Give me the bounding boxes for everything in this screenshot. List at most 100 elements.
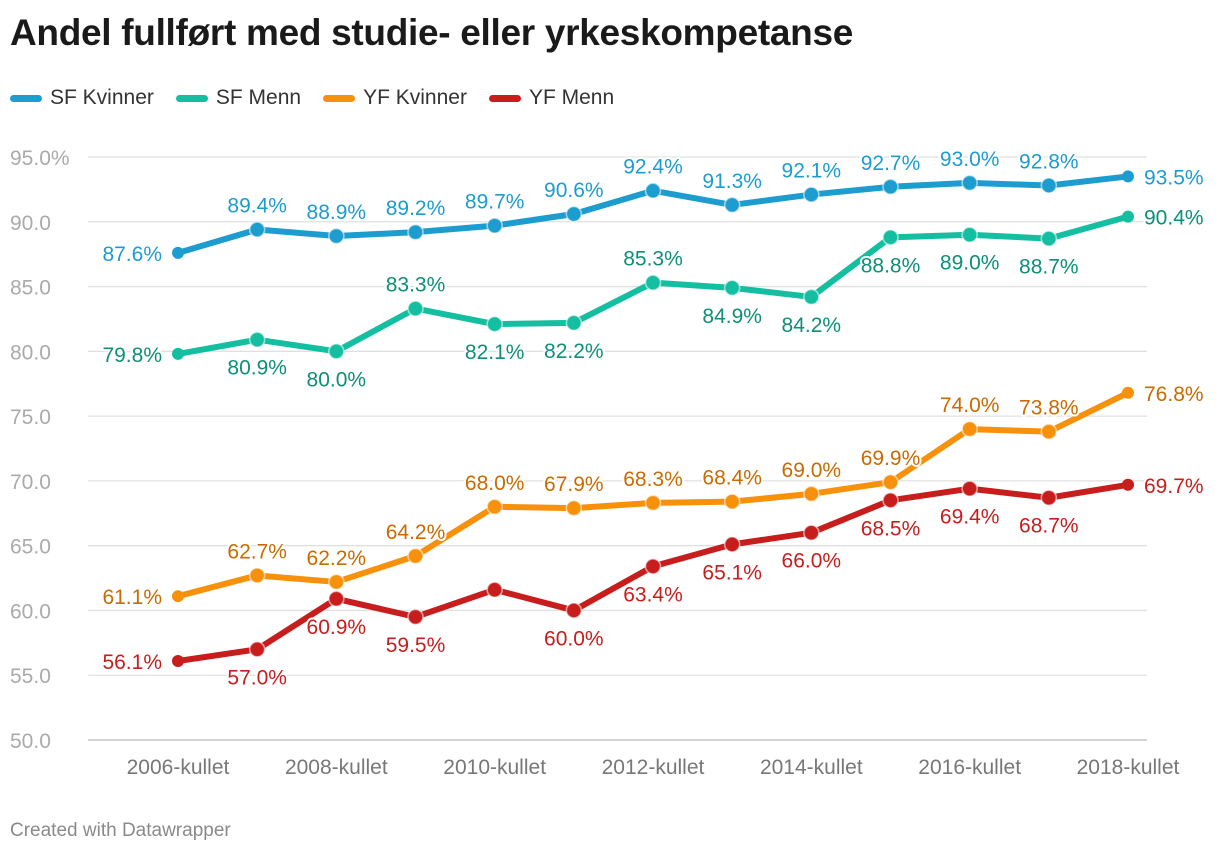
data-label: 92.4% (623, 156, 683, 179)
data-label: 79.8% (102, 344, 162, 367)
data-point (723, 536, 741, 553)
data-label: 74.0% (940, 394, 1000, 417)
y-tick-label: 85.0 (10, 277, 51, 300)
y-tick-label: 55.0 (10, 665, 51, 688)
data-label: 69.7% (1144, 475, 1204, 498)
data-label: 92.8% (1019, 151, 1079, 174)
data-point (172, 347, 184, 360)
data-label: 60.9% (307, 616, 367, 639)
legend: SF Kvinner SF Menn YF Kvinner YF Menn (10, 86, 614, 110)
y-tick-label: 95.0% (10, 147, 70, 170)
data-label: 68.4% (702, 467, 762, 490)
data-label: 88.7% (1019, 256, 1079, 279)
data-label: 88.9% (307, 201, 367, 224)
data-label: 57.0% (227, 666, 287, 689)
data-label: 68.0% (465, 472, 525, 495)
data-point (565, 314, 583, 332)
data-label: 59.5% (386, 634, 446, 657)
data-point (172, 654, 184, 667)
data-label: 76.8% (1144, 383, 1204, 406)
legend-label-yf-menn: YF Menn (528, 86, 615, 109)
data-label: 89.0% (940, 252, 1000, 275)
data-point (248, 331, 266, 348)
data-point (407, 300, 424, 317)
data-point (882, 473, 899, 491)
data-point (961, 174, 978, 192)
data-point (407, 547, 424, 565)
data-point (803, 524, 820, 542)
y-tick-label: 90.0 (10, 212, 51, 235)
x-tick-label: 2014-kullet (760, 756, 863, 779)
data-point (644, 494, 662, 512)
data-label: 62.2% (307, 547, 367, 570)
y-tick-label: 70.0 (10, 471, 51, 494)
data-point (644, 558, 662, 575)
data-point (328, 227, 345, 245)
data-point (1040, 177, 1058, 194)
data-label: 68.5% (861, 517, 921, 540)
data-point (803, 485, 820, 503)
data-point (882, 229, 899, 246)
data-point (1122, 210, 1134, 223)
legend-item-yf-kvinner: YF Kvinner (323, 86, 467, 110)
data-label: 66.0% (782, 550, 842, 573)
data-label: 69.9% (861, 447, 921, 470)
legend-item-yf-menn: YF Menn (488, 86, 615, 110)
data-point (486, 217, 503, 234)
data-point (328, 573, 345, 591)
data-point (723, 196, 741, 214)
legend-swatch-sf-kvinner (10, 94, 42, 102)
data-label: 69.0% (782, 459, 842, 482)
legend-label-sf-menn: SF Menn (215, 86, 302, 109)
data-label: 92.1% (782, 160, 842, 183)
data-label: 80.0% (307, 368, 367, 391)
data-point (1040, 423, 1058, 440)
data-point (172, 590, 184, 603)
y-tick-label: 60.0 (10, 600, 51, 623)
footer-credit: Created with Datawrapper (10, 820, 231, 841)
data-label: 89.2% (386, 197, 446, 220)
data-label: 73.8% (1019, 397, 1079, 420)
data-label: 62.7% (227, 540, 287, 563)
data-point (961, 480, 978, 497)
data-label: 82.1% (465, 341, 525, 364)
data-point (328, 590, 345, 608)
y-tick-label: 75.0 (10, 406, 51, 429)
legend-swatch-yf-menn (488, 94, 521, 102)
data-label: 88.8% (861, 254, 921, 277)
data-point (486, 498, 503, 516)
data-point (803, 186, 820, 203)
data-point (1040, 230, 1058, 247)
data-point (961, 420, 978, 438)
data-point (644, 182, 662, 199)
data-point (565, 602, 583, 619)
y-tick-label: 65.0 (10, 536, 51, 559)
data-point (1122, 478, 1134, 491)
data-point (565, 499, 583, 517)
data-label: 80.9% (227, 357, 287, 380)
data-point (723, 279, 741, 297)
x-tick-label: 2008-kullet (285, 756, 388, 779)
data-point (882, 178, 899, 196)
data-point (1040, 489, 1058, 507)
data-label: 64.2% (386, 521, 446, 544)
data-label: 56.1% (102, 651, 162, 674)
data-label: 67.9% (544, 473, 604, 496)
data-point (328, 343, 345, 360)
data-point (644, 274, 662, 291)
data-label: 90.4% (1144, 207, 1204, 230)
data-label: 84.2% (782, 314, 842, 337)
legend-label-yf-kvinner: YF Kvinner (363, 86, 467, 109)
data-label: 90.6% (544, 179, 604, 202)
legend-label-sf-kvinner: SF Kvinner (50, 86, 154, 109)
data-point (882, 492, 899, 509)
data-label: 63.4% (623, 583, 683, 606)
data-label: 89.7% (465, 191, 525, 214)
data-point (1122, 170, 1134, 183)
data-point (407, 608, 424, 626)
data-label: 65.1% (702, 561, 762, 584)
x-tick-label: 2018-kullet (1077, 756, 1180, 779)
data-label: 60.0% (544, 627, 604, 650)
x-tick-label: 2010-kullet (443, 756, 546, 779)
data-label: 83.3% (386, 274, 446, 297)
